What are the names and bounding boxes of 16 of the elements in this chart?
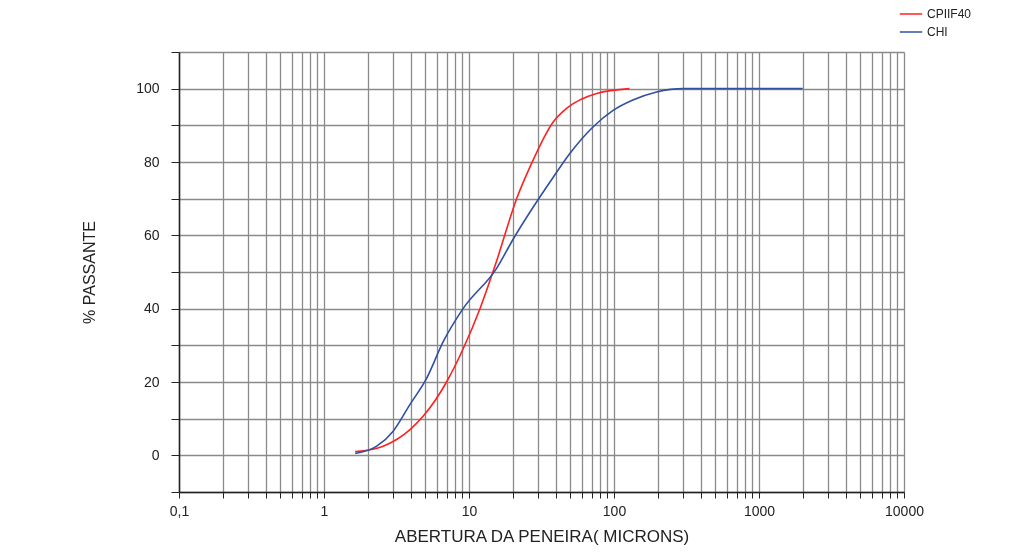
x-tick-label: 1000 [743, 502, 776, 519]
y-tick-label: 0 [151, 446, 160, 463]
y-axis-title: % PASSANTE [81, 221, 99, 324]
y-tick-label: 80 [143, 153, 160, 170]
x-tick-label: 10 [461, 502, 478, 519]
legend-label: CHI [927, 25, 948, 39]
x-tick-label: 100 [602, 502, 627, 519]
y-tick-label: 40 [143, 300, 160, 317]
x-tick-label: 0,1 [169, 502, 190, 519]
y-tick-label: 60 [143, 226, 160, 243]
legend-label: CPIIF40 [927, 7, 972, 21]
x-axis-title: ABERTURA DA PENEIRA( MICRONS) [394, 526, 690, 546]
x-tick-label: 1 [320, 502, 329, 519]
y-tick-label: 20 [143, 373, 160, 390]
y-tick-label: 100 [136, 80, 160, 97]
x-tick-label: 10000 [885, 502, 925, 519]
